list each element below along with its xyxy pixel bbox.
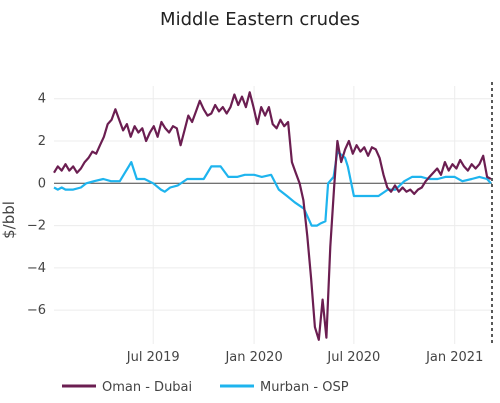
x-tick-label: Jul 2020 <box>326 350 380 365</box>
legend-label: Murban - OSP <box>260 380 349 395</box>
grid <box>54 86 492 344</box>
series-lines <box>53 91 492 341</box>
x-tick-label: Jan 2021 <box>425 350 483 365</box>
legend-label: Oman - Dubai <box>102 380 192 395</box>
chart-title: Middle Eastern crudes <box>160 9 360 30</box>
series-line <box>53 150 492 227</box>
y-tick-label: −4 <box>27 261 46 276</box>
y-tick-label: 2 <box>38 134 46 149</box>
x-tick-label: Jan 2020 <box>224 350 282 365</box>
y-tick-label: −2 <box>27 219 46 234</box>
legend: Oman - Dubai Murban - OSP <box>62 380 349 395</box>
y-tick-label: −6 <box>27 303 46 318</box>
y-axis-label: $/bbl <box>0 201 18 239</box>
series-line <box>53 91 492 341</box>
x-tick-labels: Jul 2019 Jan 2020 Jul 2020 Jan 2021 <box>126 350 484 365</box>
y-tick-labels: 4 2 0 −2 −4 −6 <box>27 92 46 318</box>
y-tick-label: 0 <box>38 176 46 191</box>
x-tick-label: Jul 2019 <box>126 350 180 365</box>
y-tick-label: 4 <box>38 92 46 107</box>
